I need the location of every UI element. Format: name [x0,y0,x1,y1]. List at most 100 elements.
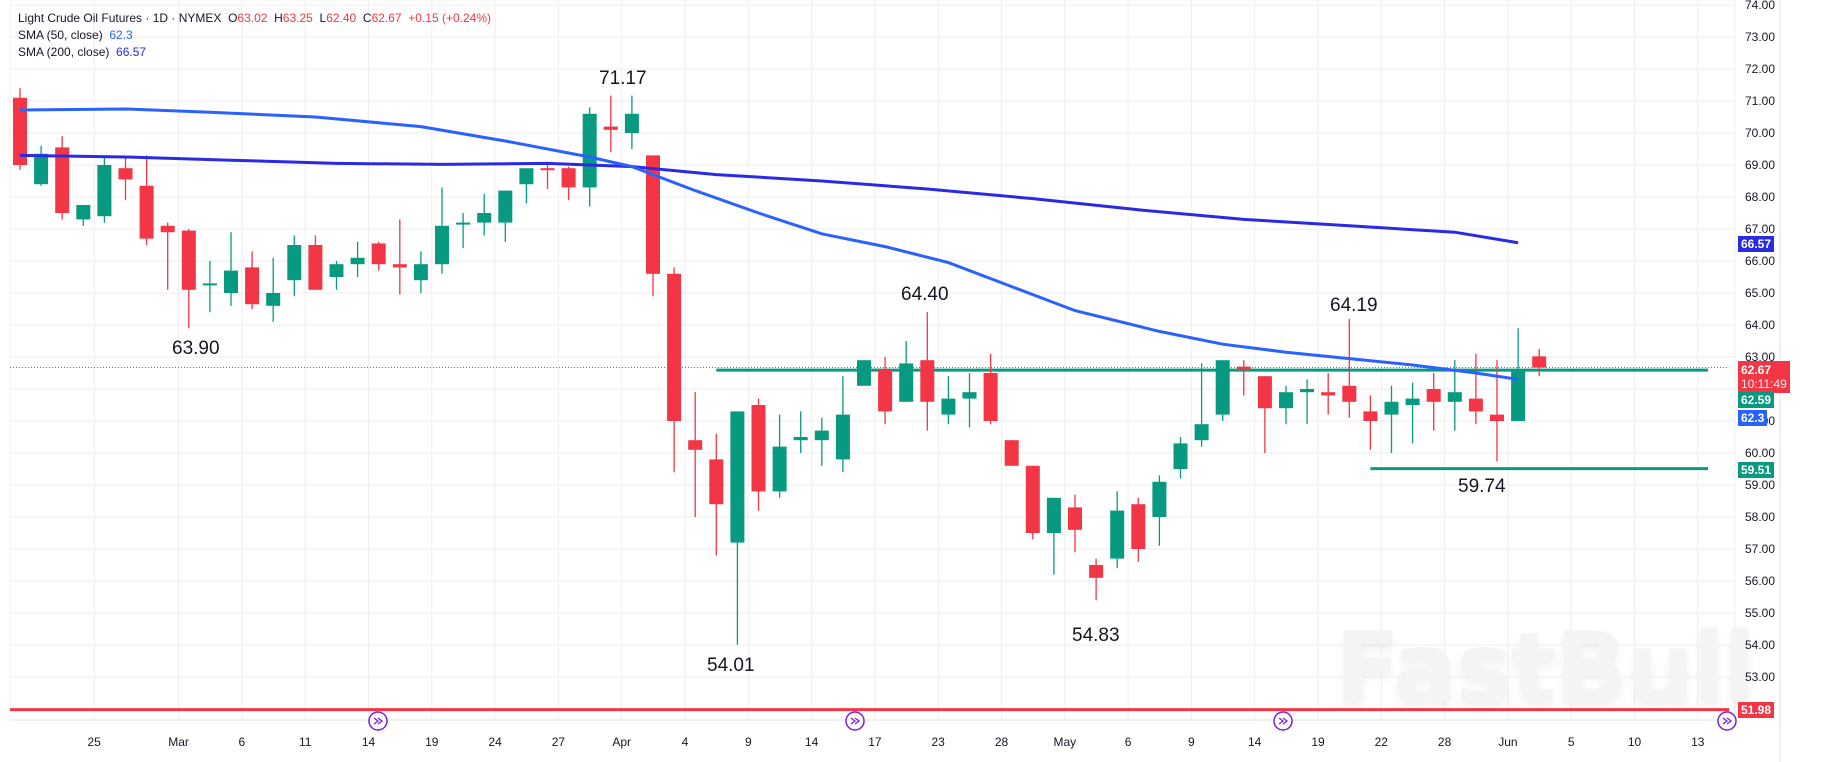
candle-body [1173,443,1188,469]
candle-body [1426,389,1441,402]
candle-body [730,411,745,543]
candle-body [667,273,682,421]
event-marker-arrow-icon [1722,717,1733,725]
candle-body [287,245,302,281]
sma200-legend[interactable]: SMA (200, close) 66.57 [18,44,491,61]
sma50-value: 62.3 [109,28,133,42]
candle-body [920,360,935,402]
price-tick-label: 57.00 [1745,542,1776,556]
candle-body [814,430,829,441]
candle-body [1511,369,1526,421]
candle-body [392,264,407,268]
level-price-tag: 62.59 [1738,392,1775,408]
candle-body [899,363,914,402]
low-value: 62.40 [326,11,357,25]
time-tick-label: Apr [612,735,632,749]
symbol-title: Light Crude Oil Futures · 1D · NYMEX [18,11,222,25]
candle-body [793,437,808,441]
sma50-line [19,107,1519,381]
high-value: 63.25 [282,11,313,25]
sma200-value: 66.57 [116,45,147,59]
candle-body [1300,389,1315,393]
time-tick-label: 25 [87,735,101,749]
annotation-high-64-40: 64.40 [901,284,949,305]
candle-body [1279,392,1293,409]
candle-body [160,225,175,233]
price-tick-label: 70.00 [1745,126,1776,140]
candle-body [55,147,70,213]
time-tick-label: 19 [1311,735,1325,749]
event-marker-arrow-icon [373,717,384,725]
candle-body [224,270,238,293]
candle-body [688,440,703,450]
plot-frame [9,0,1736,721]
candle-body [709,459,724,505]
candle-body [1131,504,1146,549]
annotation-high-71-17: 71.17 [599,68,647,89]
price-tick-label: 53.00 [1745,670,1776,684]
candle-body [202,283,217,286]
open-value: 63.02 [237,11,268,25]
sma50-price-tag: 62.3 [1738,410,1768,426]
sma50-legend[interactable]: SMA (50, close) 62.3 [18,27,491,44]
candle-body [1046,497,1061,533]
red-line-price-tag: 51.98 [1738,702,1775,718]
price-tick-label: 69.00 [1745,158,1776,172]
candle-body [350,257,365,265]
candle-body [477,213,492,223]
price-tick-label: 72.00 [1745,62,1776,76]
price-tick-label: 55.00 [1745,606,1776,620]
candle-body [76,205,91,220]
time-tick-label: 14 [361,735,376,749]
price-tick-label: 65.00 [1745,286,1776,300]
sma200-label: SMA (200, close) [18,45,110,59]
symbol-row[interactable]: Light Crude Oil Futures · 1D · NYMEX O63… [18,10,491,27]
candle-body [983,373,998,421]
sma200-line [19,153,1519,245]
annotation-high-64-19: 64.19 [1330,295,1378,316]
time-tick-label: 13 [1691,735,1705,749]
time-tick-label: 10 [1627,735,1642,749]
candle-body [1236,366,1251,370]
time-tick-label: 9 [744,735,752,749]
time-tick-label: 28 [1437,735,1452,749]
time-tick-label: 27 [551,735,566,749]
candle-body [1068,507,1082,530]
event-marker-arrow-icon [1278,717,1289,725]
candle-body [835,414,850,460]
candle-body [1194,424,1209,441]
candle-body [1447,392,1462,402]
candle-body [1004,440,1019,466]
last-price-value: 62.67 [1741,363,1772,377]
candle-body [34,153,49,185]
candle-body [878,369,893,412]
candle-body [1110,510,1125,559]
annotation-low-63-90: 63.90 [172,338,220,359]
candle-body [1532,356,1547,368]
annotation-low-54-01: 54.01 [707,655,755,676]
candle-body [371,243,386,265]
time-tick-label: 19 [425,735,439,749]
time-tick-label: May [1053,735,1077,749]
candle-body [1468,398,1483,412]
chart-legend: Light Crude Oil Futures · 1D · NYMEX O63… [18,10,491,61]
price-tick-label: 73.00 [1745,30,1776,44]
candle-body [1152,481,1167,517]
bar-countdown: 10:11:49 [1741,377,1787,391]
candle-body [181,230,196,290]
price-tick-label: 68.00 [1745,190,1776,204]
candle-body [498,190,513,223]
candle-body [646,155,660,274]
candle-body [1363,411,1378,421]
time-tick-label: Jun [1498,735,1518,749]
time-tick-label: 14 [1248,735,1262,749]
candle-body [540,168,555,171]
time-tick-label: 23 [931,735,945,749]
candle-body [329,264,344,277]
candle-body [1321,392,1336,396]
price-tick-label: 67.00 [1745,222,1776,236]
price-tick-label: 74.00 [1745,0,1776,12]
candle-body [1257,376,1272,409]
